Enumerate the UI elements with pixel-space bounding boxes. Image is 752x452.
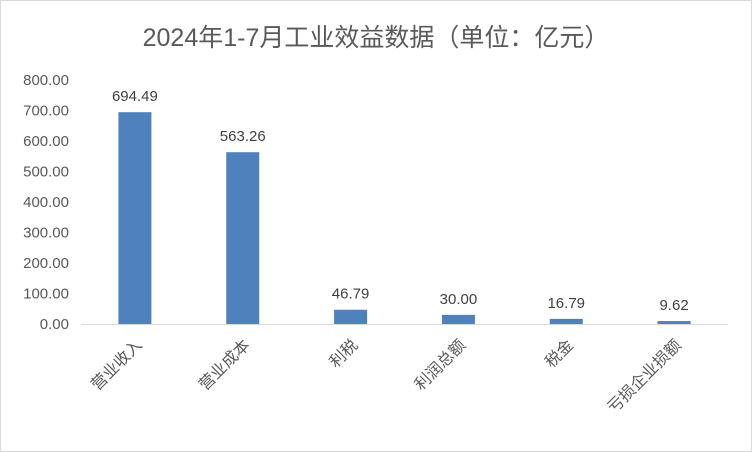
x-category-label: 利税	[325, 335, 361, 371]
data-label: 16.79	[547, 295, 585, 312]
bar	[441, 314, 475, 324]
bar	[334, 309, 368, 324]
y-tick-label: 600.00	[23, 133, 69, 150]
data-label: 563.26	[220, 128, 266, 145]
data-label: 46.79	[332, 286, 370, 303]
y-tick-label: 300.00	[23, 225, 69, 242]
y-tick-label: 400.00	[23, 194, 69, 211]
bar	[118, 112, 152, 325]
y-tick-label: 500.00	[23, 164, 69, 181]
bar	[657, 321, 691, 324]
bar	[226, 152, 260, 324]
data-label: 30.00	[440, 291, 478, 308]
data-label: 9.62	[659, 297, 688, 314]
x-category-label: 税金	[541, 335, 577, 371]
y-tick-label: 200.00	[23, 255, 69, 272]
y-tick-label: 0.00	[40, 316, 69, 333]
y-tick-label: 700.00	[23, 103, 69, 120]
x-category-label: 营业收入	[87, 335, 146, 394]
data-label: 694.49	[112, 88, 158, 105]
y-tick-label: 800.00	[23, 72, 69, 89]
x-category-label: 亏损企业损额	[604, 335, 685, 416]
chart-title: 2024年1-7月工业效益数据（单位：亿元）	[143, 24, 610, 52]
x-category-label: 营业成本	[195, 335, 254, 394]
bar	[549, 318, 583, 324]
y-tick-label: 100.00	[23, 286, 69, 303]
x-category-label: 利润总额	[411, 335, 470, 394]
